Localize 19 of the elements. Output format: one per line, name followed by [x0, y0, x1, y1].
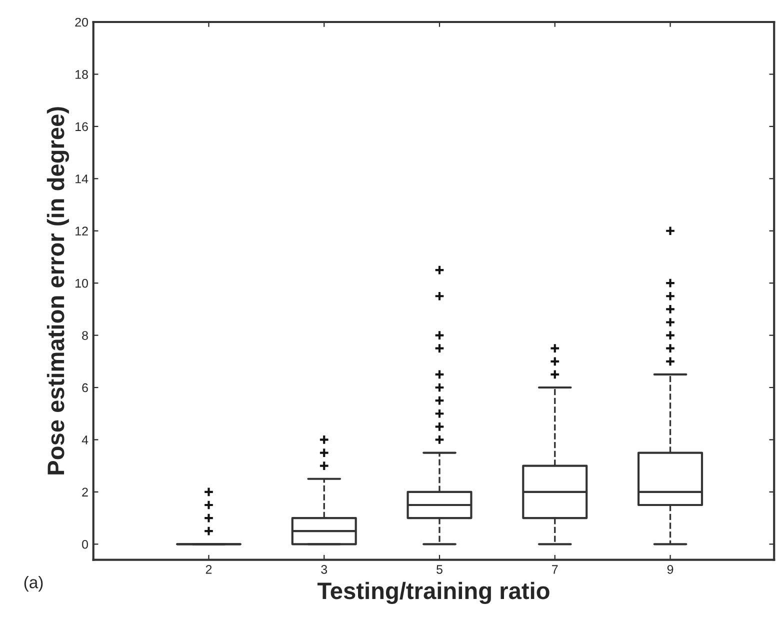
y-tick-label: 6	[82, 383, 88, 392]
x-tick-label: 7	[552, 565, 558, 574]
y-tick-label: 12	[76, 226, 88, 236]
y-tick-label: 20	[75, 18, 88, 27]
x-tick-label: 9	[667, 565, 674, 574]
y-tick-label: 16	[76, 122, 88, 132]
text: (a)	[24, 576, 43, 592]
y-tick-label: 8	[82, 331, 88, 340]
x-tick-label: 5	[436, 565, 442, 574]
y-tick-label: 0	[82, 540, 88, 549]
y-axis-title: Pose estimation error (in degree)	[46, 107, 70, 474]
y-tick-label: 18	[76, 70, 88, 79]
x-axis-title: Testing/training ratio	[317, 582, 550, 604]
x-tick-label: 3	[321, 565, 328, 574]
y-tick-label: 4	[82, 436, 88, 444]
y-tick-label: 14	[76, 174, 88, 184]
y-tick-label: 10	[76, 278, 88, 288]
x-tick-label: 2	[206, 565, 212, 574]
y-tick-label: 2	[82, 488, 88, 496]
